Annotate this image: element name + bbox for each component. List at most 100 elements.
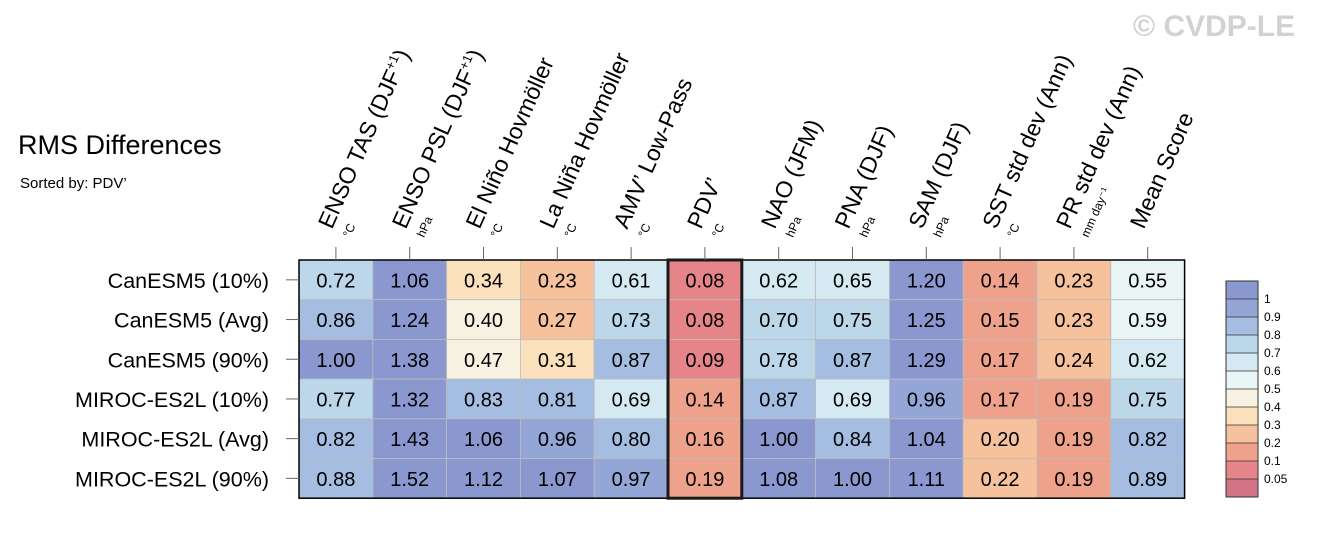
cell-value-label: 1.00 bbox=[759, 429, 798, 451]
heatmap-cell bbox=[741, 418, 816, 459]
colorbar-segment bbox=[1226, 317, 1258, 335]
heatmap-cell bbox=[889, 378, 964, 420]
cell-value-label: 0.24 bbox=[1054, 350, 1093, 372]
heatmap-cell bbox=[1110, 458, 1186, 499]
cell-value-label: 1.43 bbox=[390, 429, 429, 451]
heatmap-cell bbox=[298, 458, 374, 499]
colorbar-segment bbox=[1226, 353, 1258, 371]
cell-value-label: 0.77 bbox=[316, 389, 355, 411]
chart-subtitle: Sorted by: PDV’ bbox=[20, 175, 127, 192]
chart-title: RMS Differences bbox=[18, 130, 222, 160]
heatmap-cell bbox=[889, 458, 964, 499]
cell-value-label: 0.83 bbox=[464, 389, 503, 411]
cell-value-label: 0.81 bbox=[538, 389, 577, 411]
cell-value-label: 0.82 bbox=[1128, 429, 1167, 451]
cell-value-label: 0.87 bbox=[759, 389, 798, 411]
colorbar-segment bbox=[1226, 371, 1258, 389]
cell-value-label: 0.55 bbox=[1128, 270, 1167, 292]
cell-value-label: 0.31 bbox=[538, 350, 577, 372]
column-unit-label: hPa bbox=[783, 214, 805, 239]
cell-value-label: 0.82 bbox=[316, 429, 355, 451]
heatmap-cell bbox=[593, 418, 669, 459]
cell-value-label: 0.17 bbox=[981, 350, 1020, 372]
cell-value-label: 0.61 bbox=[612, 270, 651, 292]
cell-value-label: 0.23 bbox=[1054, 270, 1093, 292]
heatmap-cell bbox=[1036, 418, 1112, 459]
column-unit-label: °C bbox=[1004, 221, 1022, 239]
cell-value-label: 0.09 bbox=[685, 350, 724, 372]
colorbar-segment bbox=[1226, 407, 1258, 425]
cell-value-label: 0.27 bbox=[538, 310, 577, 332]
cell-value-label: 0.69 bbox=[612, 389, 651, 411]
cell-value-label: 0.78 bbox=[759, 350, 798, 372]
colorbar-segment bbox=[1226, 281, 1258, 299]
cell-value-label: 0.16 bbox=[685, 429, 724, 451]
heatmap-cell bbox=[741, 378, 816, 420]
cell-value-label: 0.80 bbox=[612, 429, 651, 451]
cell-value-label: 0.15 bbox=[981, 310, 1020, 332]
column-unit-label: °C bbox=[562, 221, 580, 239]
cell-value-label: 0.96 bbox=[907, 389, 946, 411]
cell-value-label: 0.14 bbox=[981, 270, 1020, 292]
column-label-superscript: +1 bbox=[382, 52, 402, 72]
heatmap-cell bbox=[520, 299, 595, 340]
cell-value-label: 1.29 bbox=[907, 350, 946, 372]
cell-value-label: 0.08 bbox=[685, 310, 724, 332]
cell-value-label: 0.89 bbox=[1128, 469, 1167, 491]
cell-value-label: 1.00 bbox=[833, 469, 872, 491]
cell-value-label: 1.38 bbox=[390, 350, 429, 372]
colorbar-label: 0.1 bbox=[1264, 454, 1281, 468]
column-label-text: AMV’ Low-Pass bbox=[608, 74, 697, 232]
cell-value-label: 0.08 bbox=[685, 270, 724, 292]
column-label-text: Mean Score bbox=[1125, 108, 1199, 232]
cell-value-label: 0.40 bbox=[464, 310, 503, 332]
cell-value-label: 1.07 bbox=[538, 469, 577, 491]
cell-value-label: 1.24 bbox=[390, 310, 429, 332]
cell-value-label: 1.12 bbox=[464, 469, 503, 491]
cell-value-label: 0.88 bbox=[316, 469, 355, 491]
heatmap-cell bbox=[889, 418, 964, 459]
column-label: Mean Score bbox=[1125, 108, 1199, 232]
row-label: CanESM5 (90%) bbox=[108, 348, 269, 372]
heatmap-cell bbox=[962, 378, 1038, 420]
cell-value-label: 0.96 bbox=[538, 429, 577, 451]
colorbar-segment bbox=[1226, 299, 1258, 317]
cell-value-label: 1.08 bbox=[759, 469, 798, 491]
cell-value-label: 0.72 bbox=[316, 270, 355, 292]
heatmap-cell bbox=[298, 418, 374, 459]
heatmap-cell bbox=[1036, 299, 1112, 340]
cell-value-label: 0.20 bbox=[981, 429, 1020, 451]
heatmap-cell bbox=[815, 418, 890, 459]
colorbar-label: 0.4 bbox=[1264, 400, 1281, 414]
row-label: MIROC-ES2L (Avg) bbox=[81, 428, 269, 452]
cell-value-label: 0.65 bbox=[833, 270, 872, 292]
column-unit-label: hPa bbox=[857, 214, 879, 239]
column-label: PNA (DJF)hPa bbox=[829, 121, 897, 239]
heatmap-cell bbox=[667, 418, 743, 459]
heatmap-cell bbox=[1036, 338, 1112, 380]
heatmap-cell bbox=[889, 338, 964, 380]
cell-value-label: 0.73 bbox=[612, 310, 651, 332]
colorbar-segment bbox=[1226, 443, 1258, 461]
heatmap-cell bbox=[962, 418, 1038, 459]
cell-value-label: 0.86 bbox=[316, 310, 355, 332]
heatmap-cell bbox=[372, 338, 447, 380]
row-label: MIROC-ES2L (90%) bbox=[75, 467, 269, 491]
colorbar-label: 0.8 bbox=[1264, 328, 1281, 342]
cell-value-label: 1.11 bbox=[908, 469, 945, 491]
colorbar-label: 1 bbox=[1264, 292, 1271, 306]
heatmap-cell bbox=[372, 418, 447, 459]
row-label: CanESM5 (10%) bbox=[108, 269, 269, 293]
colorbar-label: 0.3 bbox=[1264, 418, 1281, 432]
heatmap-cell bbox=[593, 299, 669, 340]
cell-value-label: 0.19 bbox=[1054, 429, 1093, 451]
cell-value-label: 0.19 bbox=[1054, 389, 1093, 411]
cell-value-label: 0.75 bbox=[833, 310, 872, 332]
heatmap-cell bbox=[889, 299, 964, 340]
column-label-text: PDV’ bbox=[682, 174, 727, 232]
cell-value-label: 0.47 bbox=[464, 350, 503, 372]
heatmap-cell bbox=[446, 378, 521, 420]
column-label-superscript: +1 bbox=[456, 52, 476, 72]
colorbar-segment bbox=[1226, 461, 1258, 479]
cell-value-label: 0.84 bbox=[833, 429, 872, 451]
